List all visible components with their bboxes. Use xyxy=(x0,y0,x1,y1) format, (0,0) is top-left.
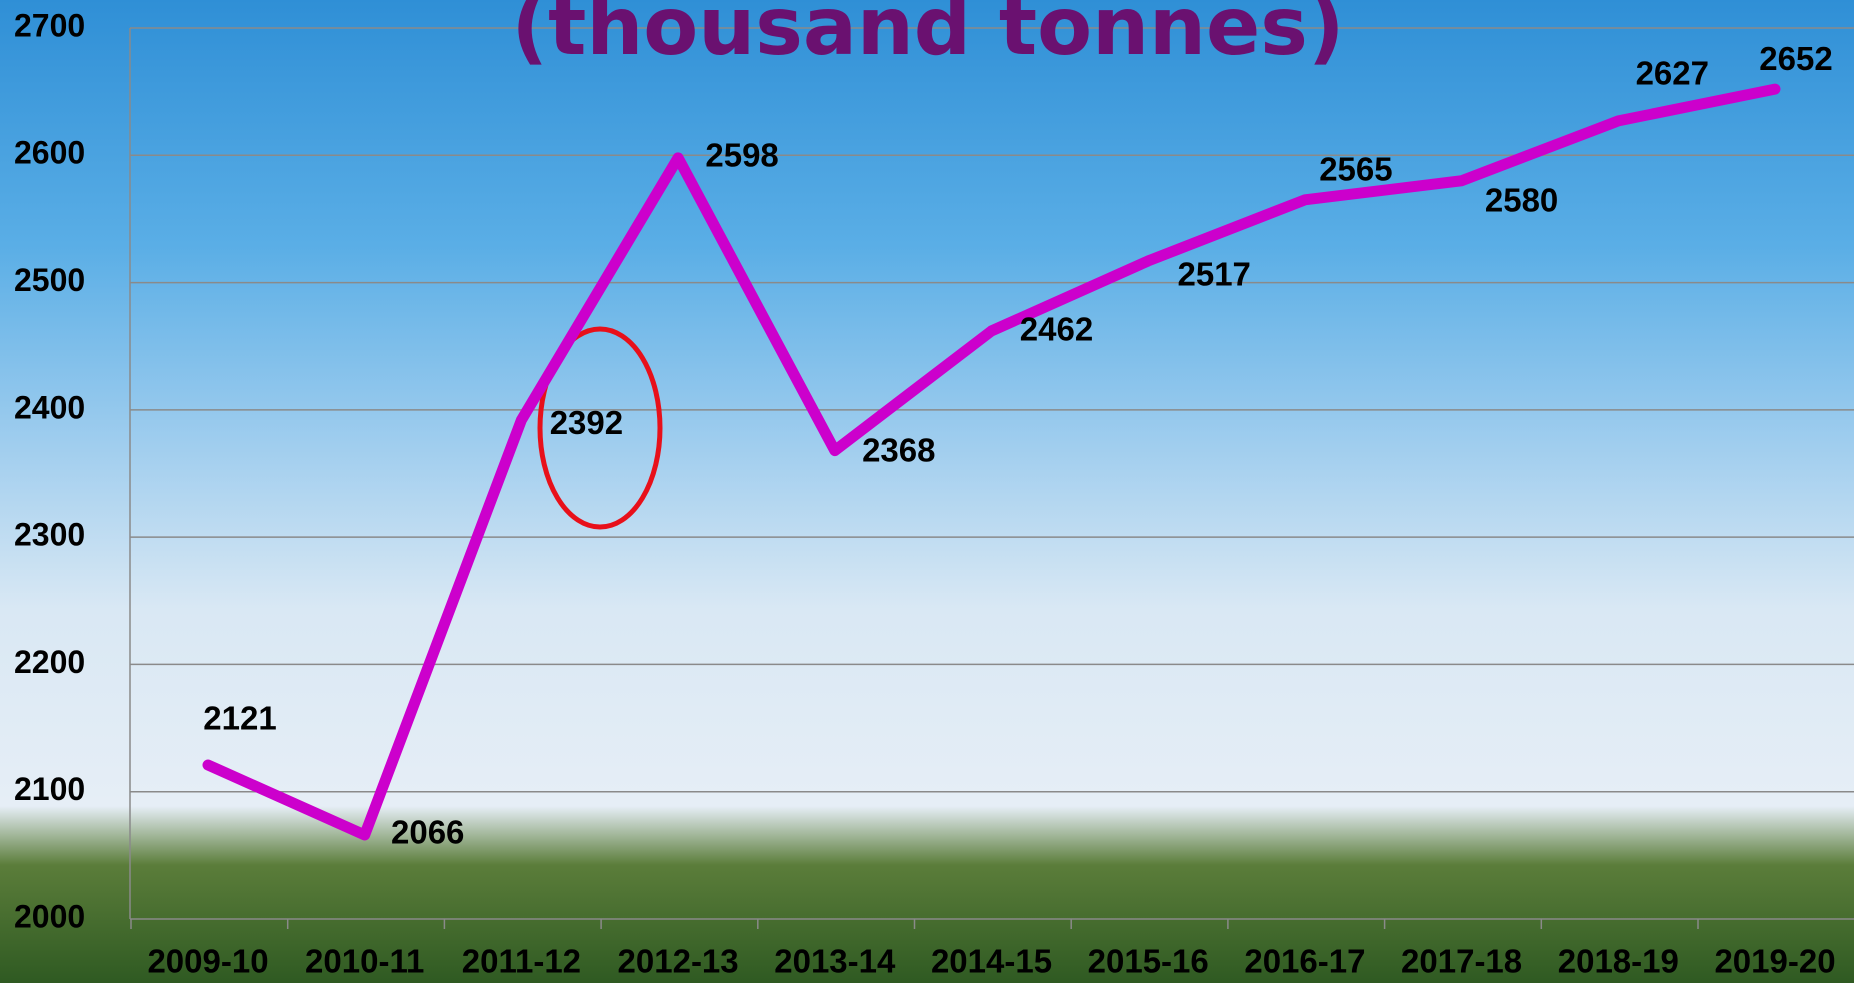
x-tick-label: 2013-14 xyxy=(774,943,896,980)
x-tick-label: 2017-18 xyxy=(1401,943,1522,980)
data-label: 2392 xyxy=(550,404,623,441)
x-tick-label: 2016-17 xyxy=(1244,943,1365,980)
y-tick-label: 2600 xyxy=(14,135,85,171)
y-tick-label: 2300 xyxy=(14,517,85,553)
y-tick-label: 2100 xyxy=(14,771,85,807)
data-label: 2580 xyxy=(1485,181,1558,218)
data-label: 2121 xyxy=(203,700,276,737)
y-tick-label: 2700 xyxy=(14,7,85,43)
chart-title: (thousand tonnes) xyxy=(512,0,1345,73)
data-label: 2598 xyxy=(705,137,778,174)
y-tick-label: 2000 xyxy=(14,898,85,934)
y-tick-label: 2400 xyxy=(14,389,85,425)
x-tick-label: 2011-12 xyxy=(462,943,581,980)
y-tick-label: 2500 xyxy=(14,262,85,298)
data-label: 2652 xyxy=(1759,40,1832,77)
data-label: 2368 xyxy=(862,431,935,468)
data-label: 2462 xyxy=(1020,311,1093,348)
data-label: 2517 xyxy=(1177,256,1250,293)
data-label: 2627 xyxy=(1636,55,1709,92)
data-line xyxy=(202,83,1781,841)
data-label: 2066 xyxy=(391,814,464,851)
x-tick-label: 2014-15 xyxy=(931,943,1052,980)
highlight-circle xyxy=(537,326,663,530)
data-label: 2565 xyxy=(1319,151,1392,188)
x-tick-label: 2012-13 xyxy=(618,943,739,980)
y-tick-label: 2200 xyxy=(14,644,85,680)
x-tick-label: 2019-20 xyxy=(1714,943,1835,980)
x-tick-label: 2010-11 xyxy=(305,943,424,980)
x-tick-label: 2009-10 xyxy=(147,943,268,980)
x-tick-label: 2015-16 xyxy=(1088,943,1209,980)
x-tick-label: 2018-19 xyxy=(1558,943,1679,980)
